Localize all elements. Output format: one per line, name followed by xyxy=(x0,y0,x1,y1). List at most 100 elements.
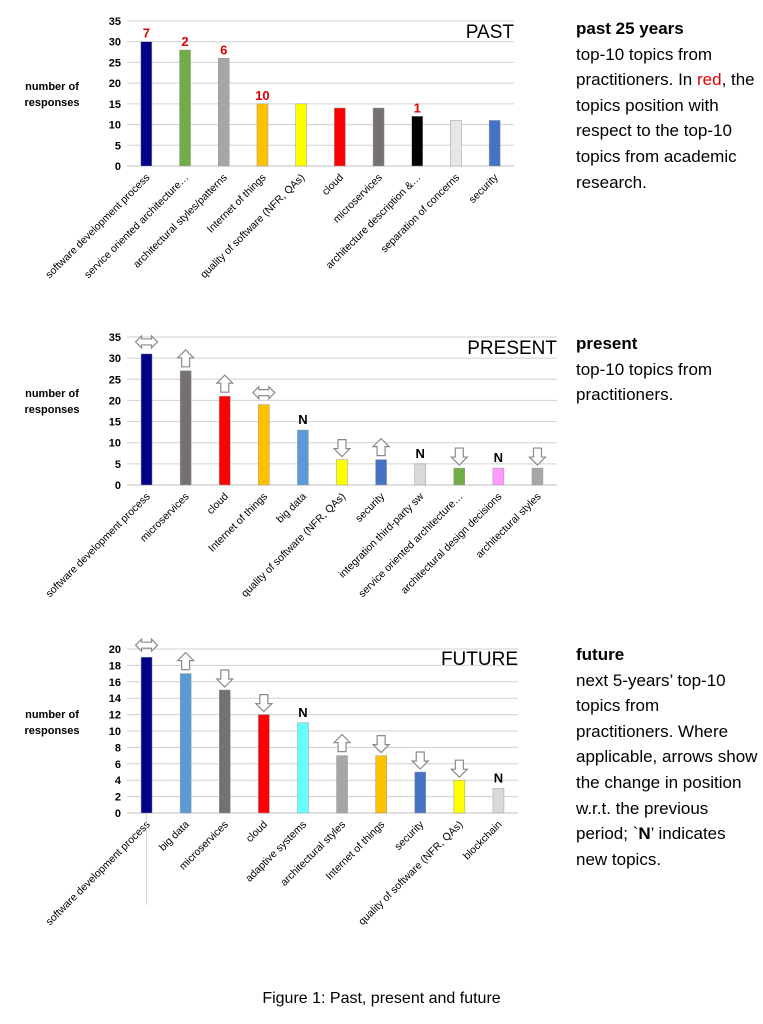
future-bar xyxy=(258,714,270,814)
present-y-tick-label: 20 xyxy=(109,395,121,407)
future-bar xyxy=(297,722,309,814)
present-text: top-10 topics from practitioners. xyxy=(576,359,713,405)
past-y-tick-label: 30 xyxy=(109,37,121,49)
present-y-tick-label: 5 xyxy=(115,459,121,471)
future-bar xyxy=(219,689,231,814)
past-rank-label: 6 xyxy=(220,42,227,57)
past-y-tick-label: 25 xyxy=(109,57,121,69)
present-down-arrow-icon xyxy=(528,447,547,466)
past-rank-label: 1 xyxy=(414,100,421,115)
future-text-2: ’ indicates new topics. xyxy=(576,824,726,869)
future-unchanged-arrow-icon xyxy=(134,637,159,653)
past-rank-label: 10 xyxy=(255,88,269,103)
present-down-arrow-icon xyxy=(449,447,469,466)
present-new-marker: N xyxy=(298,412,307,427)
future-y-tick-label: 16 xyxy=(109,677,121,689)
future-y-axis-label: responses xyxy=(24,725,79,737)
past-bar xyxy=(450,120,462,167)
future-heading: future xyxy=(576,645,625,664)
future-text-1: next 5-years’ top-10 topics from practit… xyxy=(576,670,758,844)
present-bar xyxy=(179,370,192,486)
future-text-n: N xyxy=(638,824,651,844)
present-y-axis-label: responses xyxy=(24,404,79,416)
future-chart: 0 2 4 6 8 10 12 14 16 18 20 number of responses FUTUR… xyxy=(24,637,518,928)
present-bar xyxy=(375,459,387,486)
present-up-arrow-icon xyxy=(215,374,235,393)
future-category-label: blockchain xyxy=(461,819,505,863)
future-y-tick-label: 20 xyxy=(109,644,121,656)
present-bar xyxy=(492,467,505,486)
future-up-arrow-icon xyxy=(176,651,196,671)
present-bar xyxy=(258,404,270,486)
past-bar xyxy=(218,58,230,167)
present-y-tick-label: 35 xyxy=(109,332,121,344)
present-unchanged-arrow-icon xyxy=(134,334,159,350)
present-up-arrow-icon xyxy=(176,348,196,368)
future-new-marker: N xyxy=(494,770,503,785)
future-y-tick-label: 8 xyxy=(115,742,121,754)
present-y-tick-label: 25 xyxy=(109,374,121,386)
present-bar xyxy=(414,463,426,486)
past-bar xyxy=(295,103,307,167)
future-y-tick-label: 6 xyxy=(115,759,121,771)
present-y-tick-label: 15 xyxy=(109,417,121,429)
future-bar xyxy=(140,656,153,814)
past-text-2: , the topics position with respect to th… xyxy=(576,70,755,192)
figure-caption: Figure 1: Past, present and future xyxy=(262,990,501,1007)
past-y-tick-label: 15 xyxy=(109,99,121,111)
past-bar xyxy=(256,103,269,167)
future-y-tick-label: 12 xyxy=(109,710,121,722)
present-description: present top-10 topics from practitioners… xyxy=(576,331,761,408)
present-y-tick-label: 10 xyxy=(109,438,121,450)
past-bar xyxy=(488,120,501,167)
future-y-axis-label: number of xyxy=(25,709,79,721)
present-down-arrow-icon xyxy=(332,439,352,458)
future-up-arrow-icon xyxy=(332,733,352,753)
future-category-label: big data xyxy=(157,819,192,854)
future-y-tick-label: 2 xyxy=(115,792,121,804)
present-unchanged-arrow-icon xyxy=(251,385,276,401)
future-down-arrow-icon xyxy=(215,669,235,688)
future-y-tick-label: 10 xyxy=(109,726,121,738)
future-category-label: security xyxy=(392,818,427,853)
past-bar xyxy=(372,107,385,167)
past-y-axis-label: number of xyxy=(25,81,79,93)
present-bar xyxy=(140,353,153,486)
future-category-label: software development process xyxy=(43,819,152,928)
present-y-tick-label: 30 xyxy=(109,353,121,365)
past-rank-label: 7 xyxy=(143,26,150,41)
future-down-arrow-icon xyxy=(371,734,391,754)
future-category-label: architectural styles xyxy=(278,819,348,889)
past-bar xyxy=(334,107,346,167)
past-heading: past 25 years xyxy=(576,19,684,38)
present-new-marker: N xyxy=(494,450,503,465)
future-y-tick-label: 14 xyxy=(109,693,122,705)
past-y-tick-label: 0 xyxy=(115,161,121,173)
present-bar xyxy=(218,395,231,486)
past-y-tick-label: 5 xyxy=(115,140,121,152)
present-heading: present xyxy=(576,334,638,353)
present-bar xyxy=(531,467,544,486)
past-text-in: In xyxy=(678,70,693,90)
future-bar xyxy=(453,779,466,814)
present-new-marker: N xyxy=(415,446,424,461)
past-chart-title: PAST xyxy=(466,22,515,43)
future-bar xyxy=(375,755,387,814)
past-rank-label: 2 xyxy=(181,34,188,49)
past-y-tick-label: 20 xyxy=(109,78,121,90)
present-up-arrow-icon xyxy=(371,437,391,457)
past-y-tick-label: 35 xyxy=(109,16,121,28)
past-y-tick-label: 10 xyxy=(109,120,121,132)
past-text-1: top-10 topics from practitioners. xyxy=(576,44,713,90)
present-chart-title: PRESENT xyxy=(467,338,557,359)
present-bar xyxy=(453,467,466,486)
future-down-arrow-icon xyxy=(449,759,469,779)
future-y-tick-label: 4 xyxy=(115,775,122,787)
present-bar xyxy=(336,459,348,486)
past-text-red: red xyxy=(696,70,722,90)
future-y-tick-label: 18 xyxy=(109,660,121,672)
future-description: future next 5-years’ top-10 topics from … xyxy=(576,642,761,872)
future-down-arrow-icon xyxy=(254,693,274,713)
future-bar xyxy=(492,788,505,814)
